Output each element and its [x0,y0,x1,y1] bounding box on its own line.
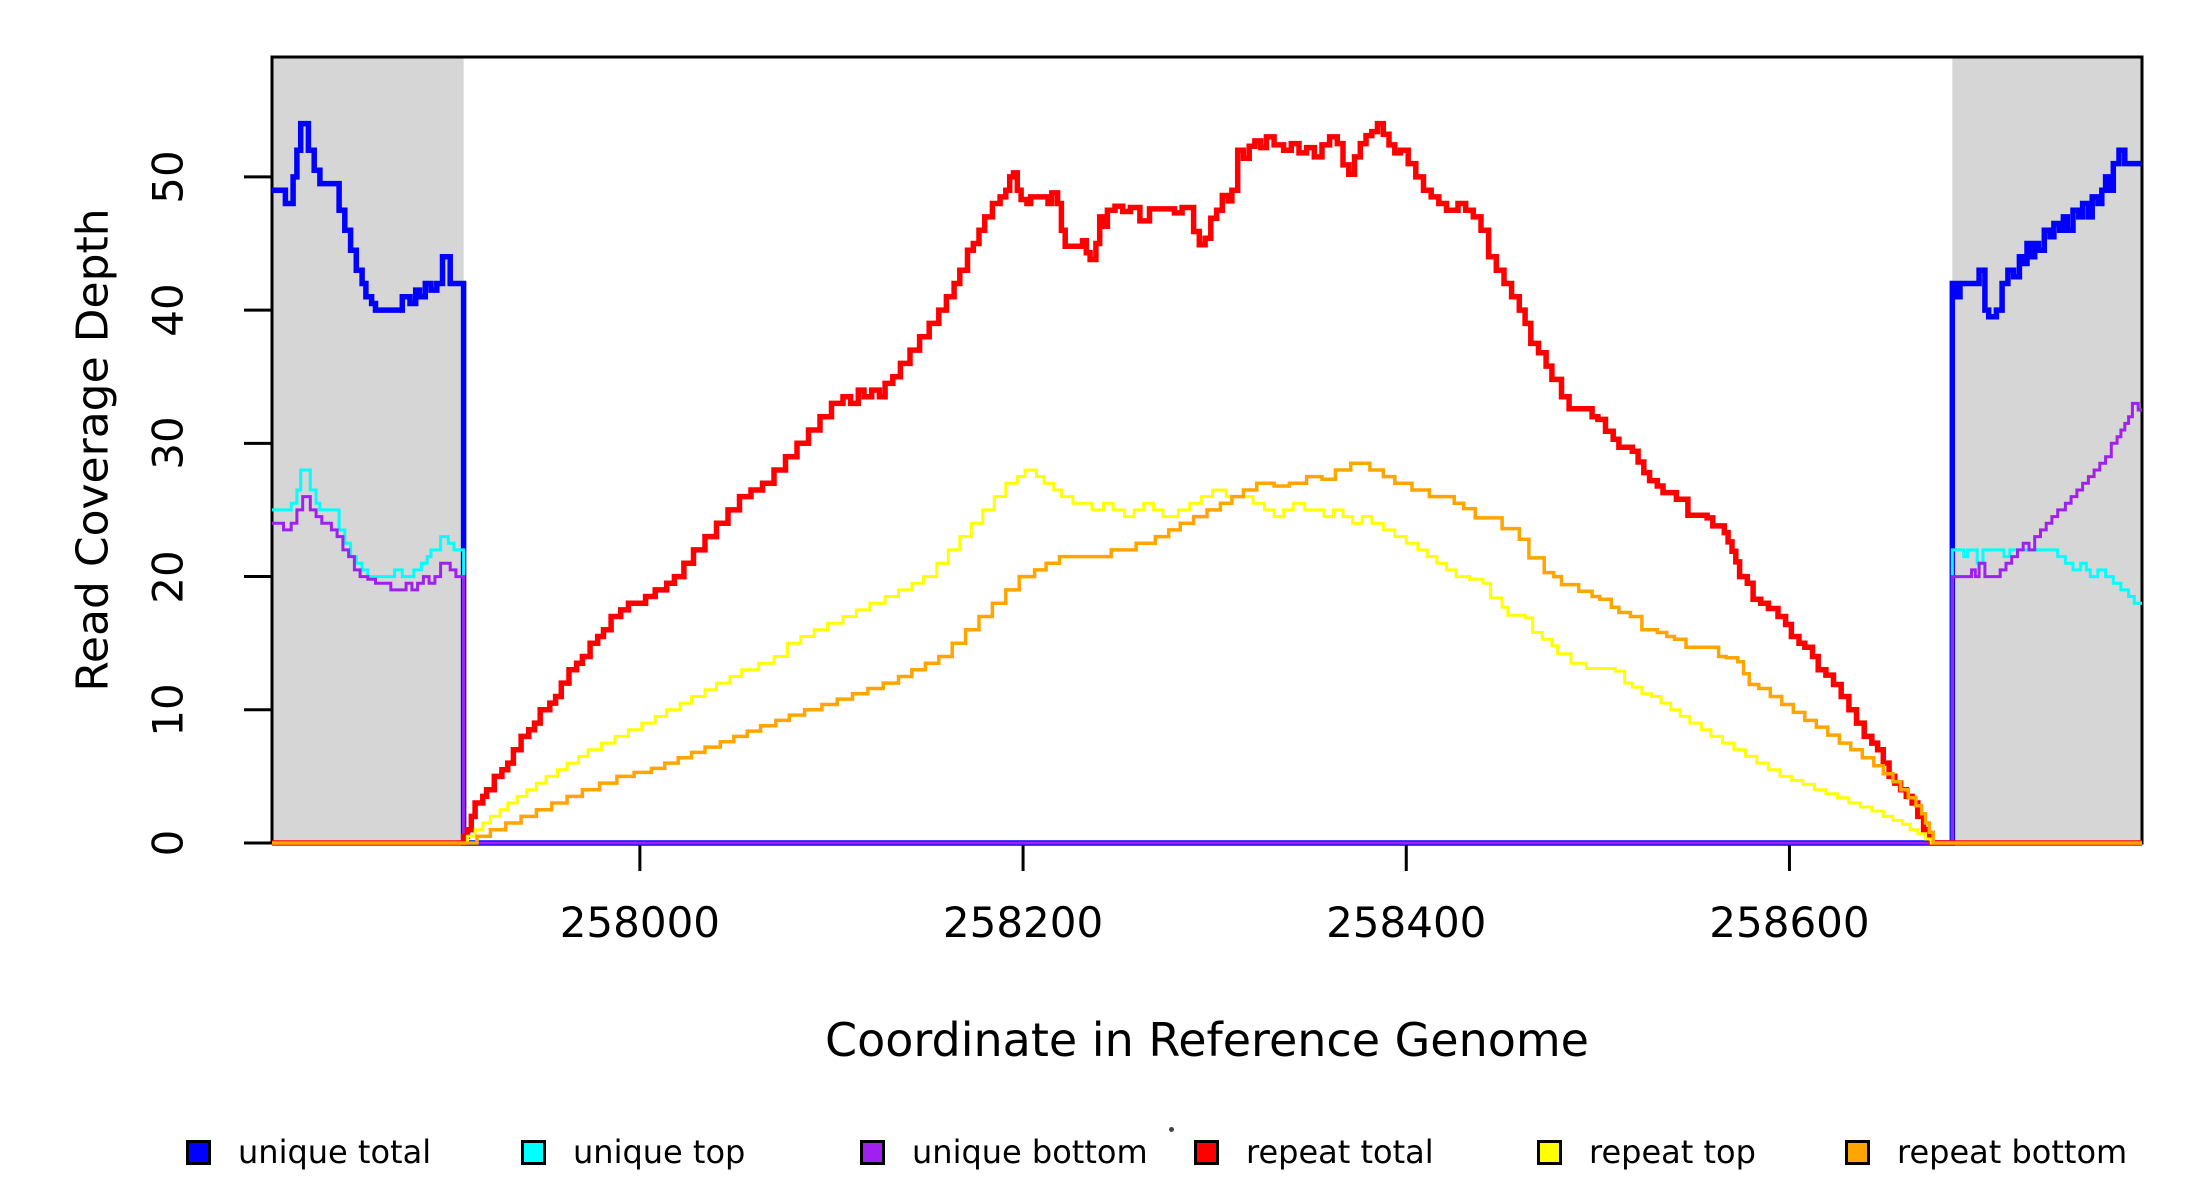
x-tick-label-258200: 258200 [942,898,1104,947]
legend-label-repeat-top: repeat top [1589,1133,1756,1171]
x-tick-label-258000: 258000 [559,898,721,947]
legend-swatch-repeat-total [1194,1139,1219,1165]
y-tick-label-30: 30 [143,416,193,471]
stray-mark-dot [1169,1127,1174,1132]
legend-swatch-unique-bottom [860,1139,885,1165]
series-unique-total [272,120,2142,846]
legend-label-unique-bottom: unique bottom [912,1133,1148,1171]
legend-item-unique-top: unique top [521,1133,745,1171]
legend-swatch-unique-top [521,1139,546,1165]
x-tick-label-258400: 258400 [1326,898,1487,947]
y-tick-label-40: 40 [143,283,193,337]
x-tick-label-258600: 258600 [1709,898,1870,947]
series-repeat-top [272,468,2142,845]
y-tick-label-20: 20 [143,549,193,604]
legend-swatch-repeat-bottom [1845,1139,1870,1165]
legend-label-repeat-total: repeat total [1246,1133,1434,1171]
legend-label-repeat-bottom: repeat bottom [1897,1133,2128,1171]
legend-swatch-unique-total [186,1139,211,1165]
y-tick-label-50: 50 [143,150,193,204]
series-repeat-bottom [272,461,2142,845]
series-unique-bottom [272,401,2142,845]
legend-label-unique-top: unique top [573,1133,746,1171]
series-unique-top [272,468,2142,845]
legend-item-repeat-total: repeat total [1194,1133,1434,1171]
legend-label-unique-total: unique total [238,1133,432,1171]
legend-swatch-repeat-top [1537,1139,1562,1165]
legend-item-unique-bottom: unique bottom [860,1133,1148,1171]
y-tick-label-10: 10 [143,683,193,737]
shaded-region-0 [272,57,464,843]
y-axis-title: Read Coverage Depth [67,208,119,692]
y-tick-label-0: 0 [143,829,193,857]
x-axis-title: Coordinate in Reference Genome [825,1013,1589,1067]
legend-item-repeat-bottom: repeat bottom [1845,1133,2127,1171]
series-repeat-total [272,120,2142,846]
legend-item-unique-total: unique total [186,1133,431,1171]
legend-item-repeat-top: repeat top [1537,1133,1756,1171]
